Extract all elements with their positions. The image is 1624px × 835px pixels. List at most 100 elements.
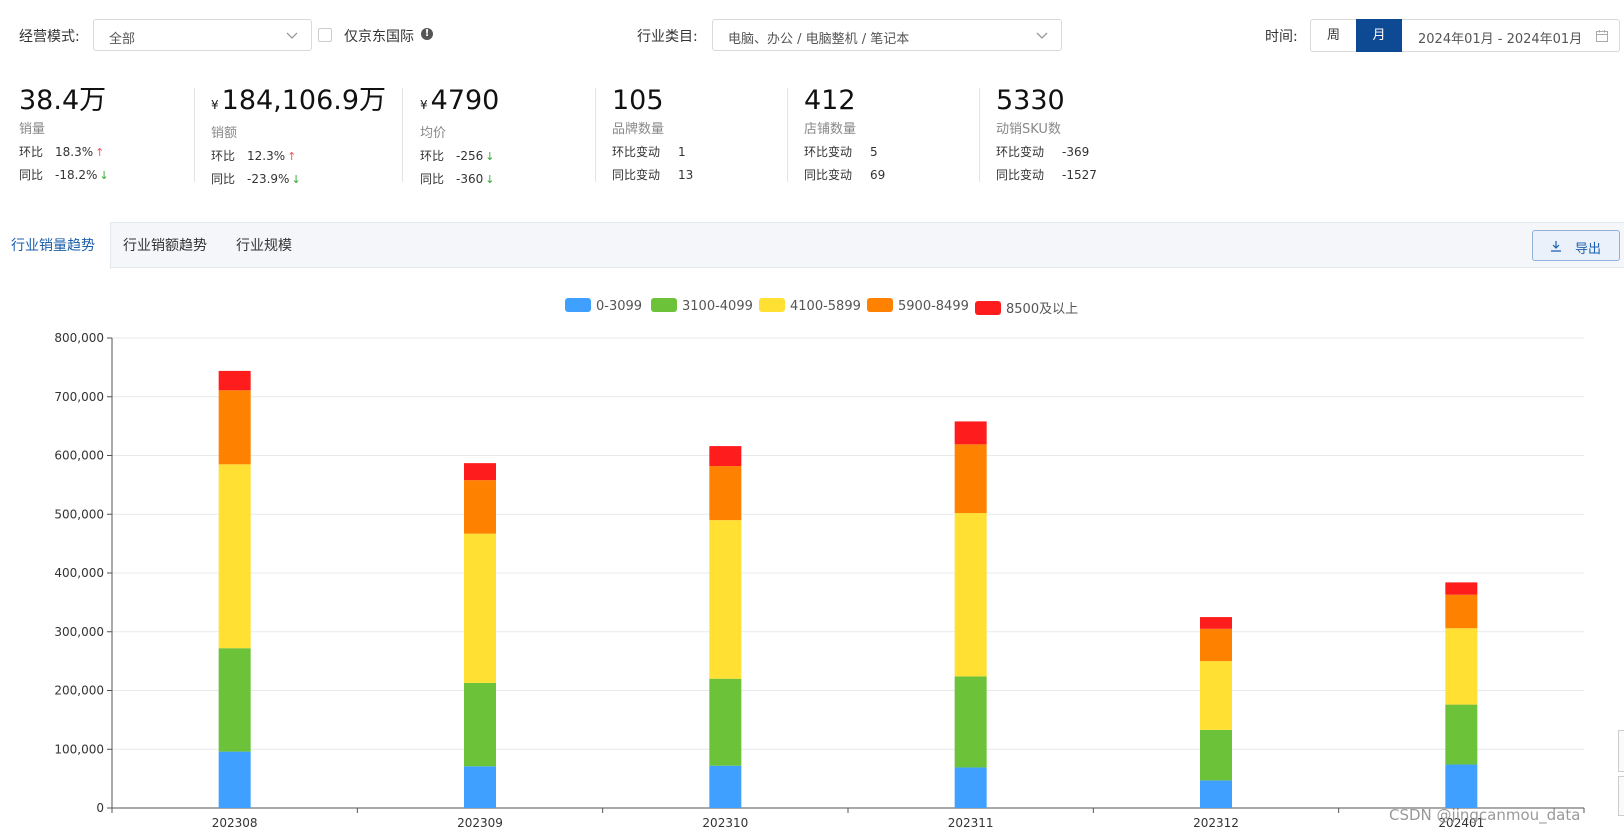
- filter-bar: 经营模式: 全部 仅京东国际 ! 行业类目: 电脑、办公 / 电脑整机 / 笔记…: [0, 0, 1624, 72]
- side-tool-stub[interactable]: [1618, 776, 1624, 816]
- bar-segment: [1200, 661, 1232, 730]
- legend-item[interactable]: 3100-4099: [651, 298, 753, 314]
- kpi-compare-value: 13: [678, 168, 694, 182]
- kpi-name: 动销SKU数: [996, 122, 1061, 137]
- bar-segment: [1200, 628, 1232, 662]
- bar-segment: [954, 513, 987, 677]
- active-tab-background: [0, 222, 111, 269]
- time-week-button[interactable]: 周: [1310, 19, 1356, 52]
- kpi-card: ¥4790 均价 环比 -256 ↓ 同比 -360 ↓: [420, 85, 500, 187]
- kpi-compare-label: 环比变动: [804, 145, 853, 159]
- tab-industry-scale[interactable]: 行业规模: [236, 238, 292, 254]
- watermark: CSDN @jingcanmou_data: [1389, 806, 1581, 824]
- bar-segment: [709, 520, 742, 679]
- category-select[interactable]: 电脑、办公 / 电脑整机 / 笔记本: [712, 19, 1062, 51]
- arrow-down-icon: ↓: [485, 173, 495, 186]
- kpi-name: 均价: [420, 126, 447, 141]
- kpi-divider: [402, 88, 403, 182]
- kpi-divider: [787, 88, 788, 182]
- legend-swatch: [759, 298, 785, 312]
- bar-segment: [954, 421, 987, 445]
- kpi-compare-label: 同比: [211, 172, 236, 186]
- kpi-value-number: 5330: [996, 85, 1065, 116]
- kpi-compare-label: 环比: [211, 149, 236, 163]
- kpi-compare-label: 同比: [19, 168, 44, 182]
- tab-sales-volume-trend[interactable]: 行业销量趋势: [11, 238, 95, 254]
- arrow-up-icon: ↑: [95, 146, 105, 159]
- kpi-name: 店铺数量: [804, 122, 857, 137]
- legend-swatch: [651, 298, 677, 312]
- y-tick-label: 0: [96, 801, 104, 815]
- time-label: 时间:: [1265, 29, 1298, 45]
- side-tool-stub[interactable]: [1618, 730, 1624, 772]
- legend-label: 4100-5899: [790, 299, 861, 314]
- kpi-compare-value: 1: [678, 145, 686, 159]
- bar-segment: [709, 678, 742, 766]
- kpi-card: 5330 动销SKU数 环比变动 -369 同比变动 -1527: [996, 85, 1097, 183]
- kpi-value-number: 184,106.9万: [221, 85, 387, 116]
- kpi-compare-value: 12.3%: [247, 149, 286, 163]
- jd-intl-checkbox[interactable]: [318, 28, 332, 42]
- kpi-compare-value: -1527: [1062, 168, 1097, 182]
- bar-segment: [464, 463, 496, 481]
- kpi-compare-row: 环比变动 1: [612, 143, 693, 160]
- bar-segment: [1445, 594, 1478, 629]
- legend-item[interactable]: 0-3099: [565, 298, 642, 314]
- kpi-card: 412 店铺数量 环比变动 5 同比变动 69: [804, 86, 885, 183]
- x-tick-label: 202309: [457, 816, 503, 830]
- bar-segment: [954, 767, 987, 808]
- legend-item[interactable]: 4100-5899: [759, 298, 861, 314]
- bar-segment: [218, 370, 251, 391]
- time-month-button[interactable]: 月: [1356, 19, 1402, 52]
- kpi-divider: [194, 88, 195, 182]
- kpi-compare-value: -23.9%: [247, 172, 290, 186]
- bar-segment: [1445, 704, 1478, 765]
- mode-label: 经营模式:: [19, 29, 80, 45]
- kpi-compare-label: 环比: [420, 149, 445, 163]
- kpi-compare-label: 环比变动: [612, 145, 661, 159]
- legend-item[interactable]: 5900-8499: [867, 298, 969, 314]
- kpi-value: 105: [612, 86, 693, 116]
- chart-tabs: 行业销量趋势 行业销额趋势 行业规模 导出: [0, 222, 1624, 269]
- kpi-compare-row: 同比 -23.9% ↓: [211, 170, 386, 187]
- currency-symbol: ¥: [420, 98, 428, 112]
- kpi-value-number: 105: [612, 85, 664, 116]
- kpi-name: 品牌数量: [612, 122, 665, 137]
- arrow-down-icon: ↓: [99, 169, 109, 182]
- jd-intl-label: 仅京东国际: [344, 29, 414, 45]
- calendar-icon: [1596, 30, 1608, 42]
- x-tick-label: 202310: [702, 816, 748, 830]
- x-tick-label: 202311: [948, 816, 994, 830]
- bar-segment: [218, 464, 251, 649]
- kpi-compare-row: 环比变动 5: [804, 143, 885, 160]
- kpi-card: ¥184,106.9万 销额 环比 12.3% ↑ 同比 -23.9% ↓: [211, 86, 386, 187]
- kpi-divider: [595, 88, 596, 182]
- bar-segment: [464, 766, 496, 808]
- export-button[interactable]: 导出: [1532, 230, 1620, 261]
- currency-symbol: ¥: [211, 98, 219, 112]
- y-tick-label: 500,000: [54, 507, 104, 521]
- chevron-down-icon: [1036, 32, 1048, 39]
- legend-label: 3100-4099: [682, 299, 753, 314]
- kpi-value: ¥184,106.9万: [211, 86, 386, 120]
- y-tick-label: 400,000: [54, 566, 104, 580]
- kpi-compare-row: 环比 12.3% ↑: [211, 147, 386, 164]
- kpi-card: 38.4万 销量 环比 18.3% ↑ 同比 -18.2% ↓: [19, 86, 109, 183]
- y-tick-label: 100,000: [54, 742, 104, 756]
- mode-select[interactable]: 全部: [93, 19, 312, 51]
- kpi-value-number: 4790: [430, 85, 500, 116]
- kpi-compare-value: 5: [870, 145, 878, 159]
- arrow-up-icon: ↑: [287, 150, 297, 163]
- tab-sales-amount-trend[interactable]: 行业销额趋势: [123, 238, 207, 254]
- kpi-compare-label: 环比: [19, 145, 44, 159]
- date-range-picker[interactable]: 2024年01月 - 2024年01月: [1402, 19, 1620, 52]
- legend-swatch: [565, 298, 591, 312]
- info-icon[interactable]: !: [421, 28, 433, 40]
- bar-segment: [1445, 764, 1478, 808]
- bar-segment: [464, 533, 496, 683]
- chevron-down-icon: [286, 32, 298, 39]
- bar-segment: [1200, 729, 1232, 781]
- kpi-compare-value: -369: [1062, 145, 1090, 159]
- bar-segment: [218, 390, 251, 465]
- legend-item[interactable]: 8500及以上: [975, 298, 1078, 317]
